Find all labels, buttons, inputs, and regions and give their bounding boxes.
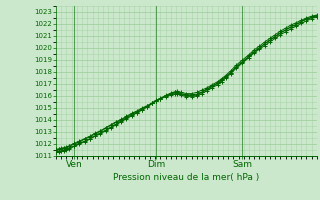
X-axis label: Pression niveau de la mer( hPa ): Pression niveau de la mer( hPa ) [113,173,260,182]
